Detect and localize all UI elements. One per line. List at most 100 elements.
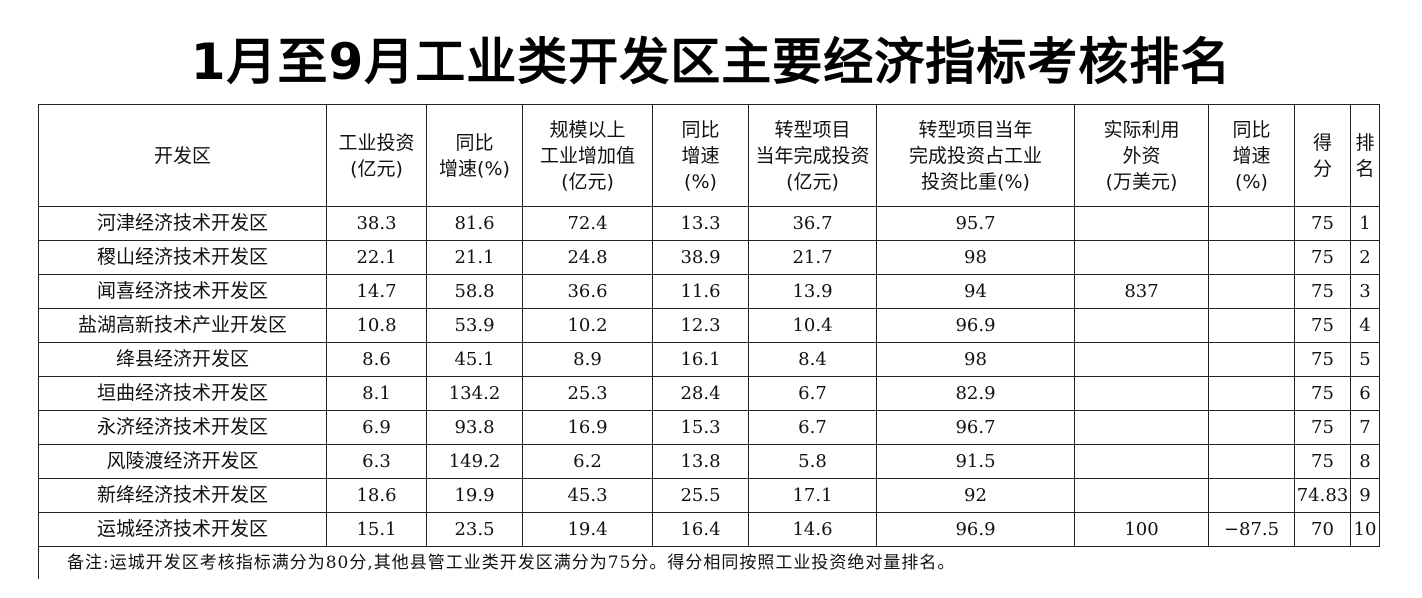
table-cell: [1208, 410, 1295, 445]
zone-name-cell: 河津经济技术开发区: [38, 206, 327, 241]
table-row: 风陵渡经济开发区 6.3 149.2 6.2 13.8 5.8 91.5 75 8: [38, 444, 1380, 479]
table-cell: 17.1: [748, 478, 877, 513]
column-header-line: 排: [1355, 131, 1375, 154]
column-header-line: (亿元): [350, 157, 403, 180]
table-cell: 14.6: [748, 512, 877, 547]
zone-name-cell: 新绛经济技术开发区: [38, 478, 327, 513]
column-header-line: (万美元): [1105, 170, 1178, 193]
table-cell: 14.7: [326, 274, 427, 309]
table-cell: [1208, 478, 1295, 513]
column-header: 转型项目 当年完成投资 (亿元): [748, 104, 877, 207]
table-cell: 7: [1350, 410, 1380, 445]
zone-name-cell: 运城经济技术开发区: [38, 512, 327, 547]
column-header: 同比增速(%): [652, 104, 749, 207]
table-cell: 4: [1350, 308, 1380, 343]
column-header-line: 增速(%): [439, 157, 510, 180]
column-header-line: (亿元): [561, 170, 614, 193]
column-header: 同比增速(%): [426, 104, 523, 207]
table-cell: 91.5: [876, 444, 1075, 479]
table-cell: 95.7: [876, 206, 1075, 241]
table-cell: 75: [1294, 240, 1351, 275]
column-header: 得分: [1294, 104, 1351, 207]
column-header-line: 同比: [455, 131, 494, 154]
column-header-line: 增速: [681, 144, 720, 167]
table-row: 垣曲经济技术开发区 8.1 134.2 25.3 28.4 6.7 82.9 75 6: [38, 376, 1380, 411]
table-cell: 18.6: [326, 478, 427, 513]
table-cell: [1208, 376, 1295, 411]
table-cell: 134.2: [426, 376, 523, 411]
table-cell: [1074, 444, 1209, 479]
column-header-line: 得: [1312, 131, 1332, 154]
table-cell: 16.1: [652, 342, 749, 377]
table-cell: 8.4: [748, 342, 877, 377]
table-cell: 93.8: [426, 410, 523, 445]
header-row: 开发区 工业投资 (亿元) 同比 增速(%) 规模以上 工业增加值 (亿元) 同比 增速 (%) 转型…: [38, 104, 1380, 207]
table-cell: 81.6: [426, 206, 523, 241]
table-cell: 24.8: [522, 240, 653, 275]
table-cell: 1: [1350, 206, 1380, 241]
table-cell: [1208, 240, 1295, 275]
table-cell: 10: [1350, 512, 1380, 547]
table-cell: 23.5: [426, 512, 523, 547]
table-cell: [1208, 308, 1295, 343]
column-header: 同比增速(%): [1208, 104, 1295, 207]
table-cell: [1074, 206, 1209, 241]
table-cell: 10.8: [326, 308, 427, 343]
table-cell: 70: [1294, 512, 1351, 547]
column-header-line: 转型项目当年: [918, 118, 1033, 141]
table-cell: 8: [1350, 444, 1380, 479]
table-cell: [1074, 342, 1209, 377]
table-cell: 6.7: [748, 410, 877, 445]
table-cell: 13.8: [652, 444, 749, 479]
table-cell: 15.3: [652, 410, 749, 445]
table-cell: 6.7: [748, 376, 877, 411]
column-header-line: 开发区: [153, 144, 211, 167]
table-row: 闻喜经济技术开发区 14.7 58.8 36.6 11.6 13.9 94 837 75 3: [38, 274, 1380, 309]
note-row: 备注:运城开发区考核指标满分为80分,其他县管工业类开发区满分为75分。得分相同…: [38, 546, 1380, 579]
table-cell: 6.3: [326, 444, 427, 479]
table-cell: 13.3: [652, 206, 749, 241]
table-cell: 19.9: [426, 478, 523, 513]
table-cell: 94: [876, 274, 1075, 309]
table-cell: 45.1: [426, 342, 523, 377]
table-cell: 21.7: [748, 240, 877, 275]
table-cell: [1074, 240, 1209, 275]
page-title: 1月至9月工业类开发区主要经济指标考核排名: [190, 33, 1232, 91]
table-cell: 72.4: [522, 206, 653, 241]
table-cell: 28.4: [652, 376, 749, 411]
column-header-line: (亿元): [786, 170, 839, 193]
zone-name-cell: 稷山经济技术开发区: [38, 240, 327, 275]
column-header-line: 规模以上: [549, 118, 626, 141]
table-cell: 75: [1294, 410, 1351, 445]
column-header: 规模以上工业增加值 (亿元): [522, 104, 653, 207]
table-cell: 8.6: [326, 342, 427, 377]
table-cell: 25.3: [522, 376, 653, 411]
table-row: 稷山经济技术开发区 22.1 21.1 24.8 38.9 21.7 98 75 2: [38, 240, 1380, 275]
table-cell: 75: [1294, 376, 1351, 411]
table-row: 永济经济技术开发区 6.9 93.8 16.9 15.3 6.7 96.7 75 7: [38, 410, 1380, 445]
table-cell: 5: [1350, 342, 1380, 377]
table-cell: 74.83: [1294, 478, 1351, 513]
table-cell: [1074, 308, 1209, 343]
table-cell: 75: [1294, 342, 1351, 377]
table-cell: 22.1: [326, 240, 427, 275]
table-cell: 837: [1074, 274, 1209, 309]
column-header: 工业投资 (亿元): [326, 104, 427, 207]
table-cell: [1074, 478, 1209, 513]
table-cell: 45.3: [522, 478, 653, 513]
table-row: 河津经济技术开发区 38.3 81.6 72.4 13.3 36.7 95.7 75 1: [38, 206, 1380, 241]
table-cell: 98: [876, 240, 1075, 275]
table-cell: 36.6: [522, 274, 653, 309]
table-cell: 16.4: [652, 512, 749, 547]
table-cell: 38.3: [326, 206, 427, 241]
column-header-line: 外资: [1122, 144, 1161, 167]
column-header-line: (%): [684, 170, 717, 193]
table-cell: 75: [1294, 308, 1351, 343]
column-header: 排名: [1350, 104, 1380, 207]
table-cell: 6: [1350, 376, 1380, 411]
table-cell: 96.7: [876, 410, 1075, 445]
table-row: 运城经济技术开发区 15.1 23.5 19.4 16.4 14.6 96.9 100 −87.…: [38, 512, 1380, 547]
zone-name-cell: 永济经济技术开发区: [38, 410, 327, 445]
column-header-line: 工业增加值: [539, 144, 635, 167]
column-header-line: 分: [1312, 157, 1332, 180]
